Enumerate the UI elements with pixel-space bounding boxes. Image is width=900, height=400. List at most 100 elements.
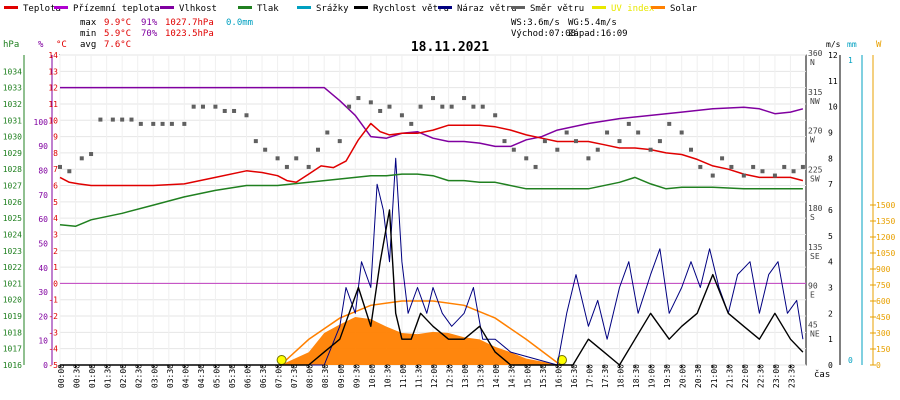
sunrise-marker [276, 355, 287, 365]
humidity-tick: 80 [38, 167, 48, 176]
temperature-tick: -2 [48, 312, 58, 321]
pressure-tick: 1028 [3, 165, 22, 174]
direction-letter: S [810, 213, 815, 222]
wind-direction-point [160, 121, 165, 126]
wind-direction-point [356, 96, 361, 101]
wind-tick: 9 [828, 129, 833, 138]
wind-direction-point [679, 130, 684, 135]
wind-direction-point [110, 117, 115, 122]
temperature-tick: 13 [48, 67, 58, 76]
solar-axis-unit: W [876, 40, 882, 50]
solar-area [280, 317, 561, 365]
temperature-tick: 6 [53, 182, 58, 191]
legend-swatch [438, 6, 452, 9]
humidity-tick: 10 [38, 337, 48, 346]
wind-direction-point [710, 173, 715, 178]
pressure-tick: 1032 [3, 100, 22, 109]
direction-tick: 90 [808, 282, 818, 291]
humidity-tick: 90 [38, 142, 48, 151]
x-tick-label: 00:00 [57, 364, 66, 388]
x-tick-label: 05:00 [212, 364, 221, 388]
pressure-axis-unit: hPa [3, 40, 19, 50]
wind-direction-point [533, 164, 538, 169]
wind-direction-point [493, 113, 498, 118]
wind-direction-point [409, 121, 414, 126]
stats-label: min [80, 29, 96, 39]
humidity-tick: 30 [38, 288, 48, 297]
x-tick-label: 04:00 [181, 364, 190, 388]
wind-tick: 11 [828, 77, 838, 86]
temperature-axis-unit: °C [56, 40, 67, 50]
direction-letter: SE [810, 252, 820, 261]
direction-letter: SW [810, 174, 820, 183]
x-tick-label: 13:30 [477, 364, 486, 388]
wind-direction-point [98, 117, 103, 122]
temperature-tick: 10 [48, 116, 58, 125]
x-tick-label: 20:30 [694, 364, 703, 388]
solar-tick: 900 [876, 265, 891, 274]
temperature-tick: 12 [48, 84, 58, 93]
x-tick-label: 03:30 [166, 364, 175, 388]
direction-tick: 360 [808, 49, 823, 58]
wind-tick: 4 [828, 258, 833, 267]
legend-label: Tlak [257, 4, 279, 14]
wind-direction-point [502, 139, 507, 144]
wind-direction-point [89, 152, 94, 157]
temperature-tick: -1 [48, 296, 58, 305]
wind-direction-point [471, 104, 476, 109]
solar-tick: 450 [876, 313, 891, 322]
humidity-tick: 60 [38, 215, 48, 224]
x-tick-label: 01:00 [88, 364, 97, 388]
wind-direction-point [772, 173, 777, 178]
pressure-line [59, 173, 803, 228]
wind-direction-point [294, 156, 299, 161]
direction-letter: N [810, 58, 815, 67]
x-tick-label: 13:00 [461, 364, 470, 388]
wind-direction-point [232, 108, 237, 113]
wind-direction-point [169, 121, 174, 126]
pressure-tick: 1018 [3, 328, 22, 337]
info-wg: WG:5.4m/s [568, 18, 617, 28]
direction-letter: NE [810, 329, 820, 338]
stats-label: max [80, 18, 97, 28]
temperature-tick: -4 [48, 345, 58, 354]
wind-direction-point [67, 169, 72, 174]
pressure-tick: 1021 [3, 279, 22, 288]
stats-pressure: 1023.5hPa [165, 29, 214, 39]
temperature-line [59, 122, 804, 187]
x-tick-label: 14:30 [508, 364, 517, 388]
wind-direction-point [151, 121, 156, 126]
wind-tick: 1 [828, 335, 833, 344]
x-tick-label: 00:30 [73, 364, 82, 388]
temperature-tick: 3 [53, 230, 58, 239]
wind-direction-point [347, 104, 352, 109]
wind-direction-point [626, 121, 631, 126]
x-tick-label: 15:00 [523, 364, 532, 388]
wind-direction-point [524, 156, 529, 161]
wind-direction-point [800, 164, 805, 169]
pressure-tick: 1029 [3, 149, 22, 158]
temperature-tick: -5 [48, 361, 58, 370]
direction-letter: E [810, 291, 815, 300]
wind-direction-point [698, 164, 703, 169]
temperature-tick: 1 [53, 263, 58, 272]
stats-humidity: 70% [141, 29, 158, 39]
x-tick-label: 22:00 [741, 364, 750, 388]
wind-tick: 0 [828, 361, 833, 370]
x-tick-label: 02:30 [135, 364, 144, 388]
wind-direction-point [595, 147, 600, 152]
x-tick-label: 04:30 [197, 364, 206, 388]
wind-direction-point [378, 108, 383, 113]
x-tick-label: 12:30 [446, 364, 455, 388]
wind-direction-point [253, 139, 258, 144]
x-tick-label: 19:30 [663, 364, 672, 388]
x-tick-label: 03:00 [150, 364, 159, 388]
solar-tick: 600 [876, 297, 891, 306]
x-tick-label: 07:30 [290, 364, 299, 388]
wind-direction-point [688, 147, 693, 152]
stats-temp: 7.6°C [104, 40, 131, 50]
x-axis: 00:00 00:30 01:00 01:30 02:00 02:30 03:00 03:30… [57, 364, 830, 388]
solar-tick: 1500 [876, 201, 895, 210]
wind-direction-point [648, 147, 653, 152]
